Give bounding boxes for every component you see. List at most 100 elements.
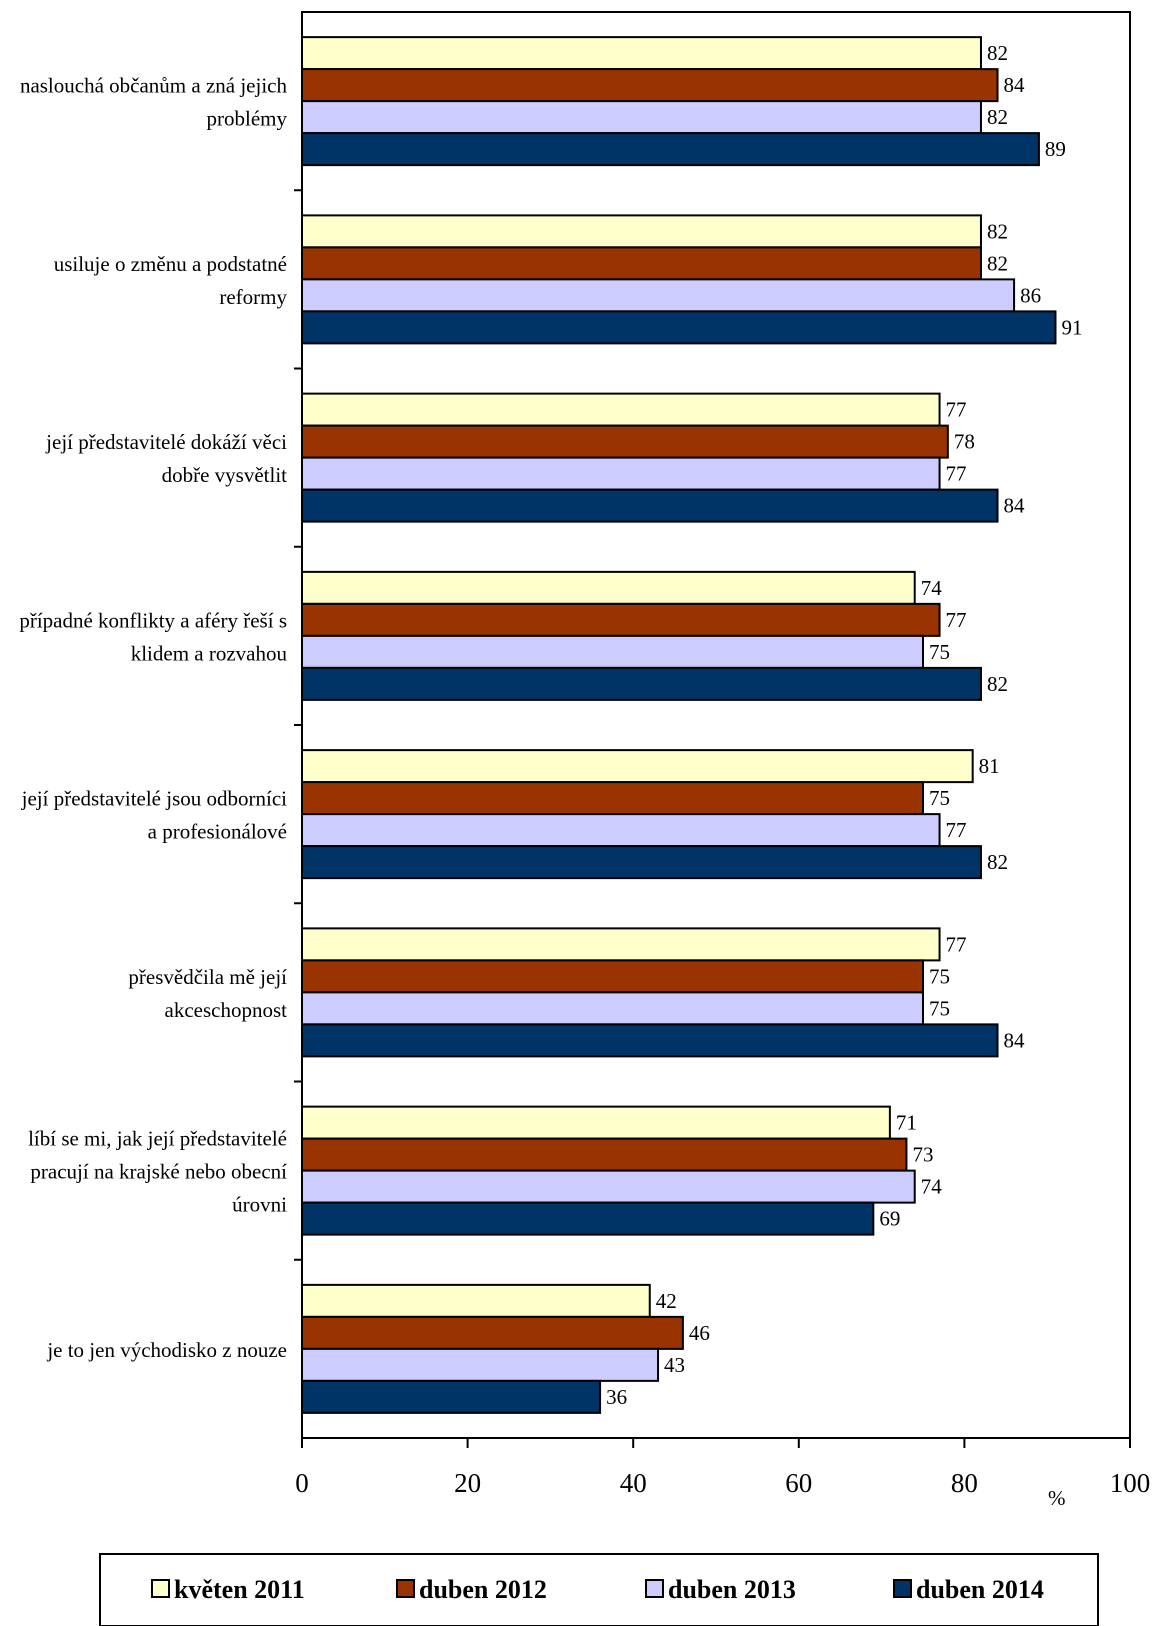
data-label: 77 (946, 398, 967, 422)
data-label: 82 (987, 672, 1008, 696)
data-label: 74 (921, 576, 943, 600)
x-tick-label: 80 (951, 1468, 978, 1498)
bar (301, 781, 924, 816)
data-label: 43 (664, 1353, 685, 1377)
legend-label: duben 2014 (916, 1575, 1044, 1604)
data-label: 75 (929, 640, 950, 664)
bar (301, 392, 941, 427)
category-label: přesvědčila mě její (128, 965, 287, 989)
data-label: 74 (921, 1175, 943, 1199)
legend-swatch (893, 1579, 912, 1598)
data-label: 75 (929, 964, 950, 988)
category-label: dobře vysvětlit (162, 463, 288, 487)
x-tick-label: 0 (295, 1468, 309, 1498)
legend-label: duben 2013 (668, 1575, 796, 1604)
bar (301, 132, 1040, 167)
data-label: 82 (987, 41, 1008, 65)
bar (301, 1169, 916, 1204)
bar (301, 488, 999, 523)
data-label: 84 (1004, 73, 1026, 97)
data-label: 77 (946, 932, 967, 956)
data-label: 42 (656, 1289, 677, 1313)
bar (301, 246, 982, 281)
category-label: usiluje o změnu a podstatné (54, 252, 287, 276)
bar (301, 1023, 999, 1058)
legend: květen 2011 duben 2012 duben 2013 duben 201… (151, 1575, 1044, 1604)
value-labels: 8284828982828691777877847477758281757782… (606, 41, 1082, 1409)
bar (301, 991, 924, 1026)
legend-swatch (396, 1579, 415, 1598)
legend-box (99, 1553, 1099, 1626)
data-label: 82 (987, 105, 1008, 129)
category-label: a profesionálové (148, 820, 287, 844)
category-label: líbí se mi, jak její představitelé (28, 1127, 287, 1151)
bar (301, 813, 941, 848)
bar (301, 214, 982, 249)
bar (301, 927, 941, 962)
x-tick-label: 40 (620, 1468, 647, 1498)
data-label: 73 (912, 1143, 933, 1167)
legend-label: květen 2011 (174, 1575, 305, 1604)
category-label: pracují na krajské nebo obecní (30, 1160, 287, 1184)
data-label: 77 (946, 818, 967, 842)
data-label: 71 (896, 1111, 917, 1135)
bar (301, 1315, 684, 1350)
category-label: je to jen východisko z nouze (46, 1338, 287, 1362)
category-label: naslouchá občanům a zná jejich (20, 74, 288, 98)
data-label: 77 (946, 462, 967, 486)
bar (301, 424, 949, 459)
category-label: její představitelé jsou odborníci (21, 787, 288, 811)
data-label: 82 (987, 251, 1008, 275)
category-label: její představitelé dokáží věci (45, 430, 287, 454)
x-tick-label: 100 (1110, 1468, 1151, 1498)
data-label: 46 (689, 1321, 710, 1345)
data-label: 81 (979, 754, 1000, 778)
bar (301, 68, 999, 103)
bar (301, 100, 982, 135)
category-label: reformy (219, 285, 287, 309)
category-labels: naslouchá občanům a zná jejich problémy us… (19, 74, 287, 1362)
bar (301, 1137, 908, 1172)
bar (301, 570, 916, 605)
data-label: 75 (929, 996, 950, 1020)
bar (301, 1347, 660, 1382)
bar (301, 845, 982, 880)
legend-swatch (645, 1579, 664, 1598)
bar (301, 959, 924, 994)
category-label: problémy (207, 107, 288, 131)
legend-swatch (151, 1579, 170, 1598)
bar (301, 36, 982, 71)
data-label: 91 (1061, 315, 1082, 339)
bar (301, 634, 924, 669)
data-label: 77 (946, 608, 967, 632)
data-label: 36 (606, 1385, 627, 1409)
bar (301, 1283, 651, 1318)
bar (301, 278, 1016, 313)
bar (301, 456, 941, 491)
bars (301, 36, 1057, 1414)
data-label: 86 (1020, 283, 1041, 307)
data-label: 82 (987, 219, 1008, 243)
legend-label: duben 2012 (419, 1575, 547, 1604)
bar (301, 1379, 602, 1414)
data-label: 69 (879, 1207, 900, 1231)
category-label: klidem a rozvahou (131, 641, 288, 665)
bar (301, 1201, 875, 1236)
data-label: 78 (954, 430, 975, 454)
data-label: 84 (1004, 494, 1026, 518)
category-label: případné konflikty a aféry řeší s (19, 608, 287, 632)
bar (301, 1105, 891, 1140)
data-label: 82 (987, 850, 1008, 874)
bar (301, 666, 982, 701)
x-axis: 0 20 40 60 80 100 (294, 189, 1151, 1498)
data-label: 75 (929, 786, 950, 810)
x-tick-label: 20 (454, 1468, 481, 1498)
unit-label: % (1048, 1486, 1066, 1510)
bar (301, 749, 974, 784)
bar (301, 602, 941, 637)
category-label: akceschopnost (165, 998, 288, 1022)
data-label: 84 (1004, 1028, 1026, 1052)
category-label: úrovni (232, 1193, 287, 1217)
bar (301, 310, 1057, 345)
